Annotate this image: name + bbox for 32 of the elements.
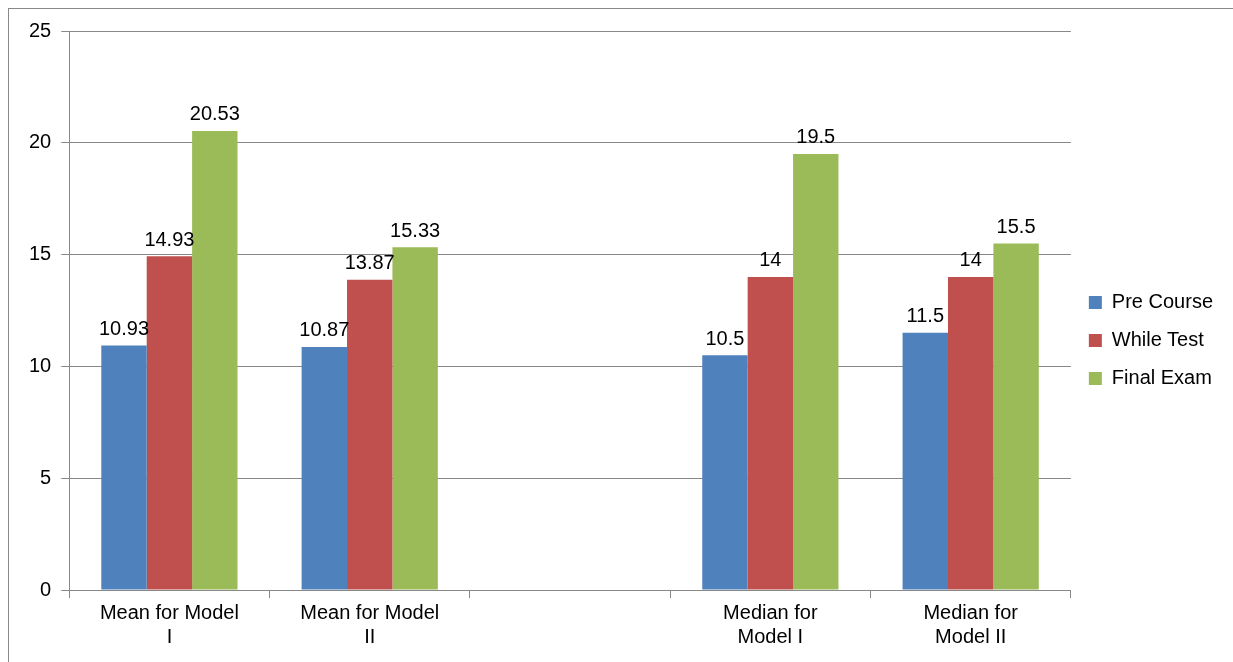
bar: [947, 276, 994, 590]
bar: [347, 279, 393, 590]
legend-label: While Test: [1111, 328, 1205, 351]
data-label: 20.53: [189, 102, 240, 125]
data-label: 19.5: [796, 125, 836, 148]
data-label: 15.33: [390, 218, 441, 241]
bar: [392, 247, 438, 590]
y-tick-label: 5: [40, 465, 52, 488]
data-label: 15.5: [996, 214, 1036, 237]
x-tick-label: Mean for Model I: [99, 600, 239, 647]
bar: [747, 276, 794, 590]
x-tick-label: Median for Model II: [923, 600, 1019, 647]
data-label: 14: [959, 248, 982, 271]
legend-label: Pre Course: [1111, 290, 1213, 313]
bar: [993, 243, 1039, 590]
bar: [192, 130, 238, 590]
data-label: 11.5: [906, 304, 945, 327]
bar: [702, 355, 748, 590]
data-label: 10.5: [705, 326, 745, 349]
bar: [301, 346, 348, 590]
legend-label: Final Exam: [1111, 366, 1212, 389]
x-tick-label: Mean for Model II: [300, 600, 440, 647]
y-tick-label: 20: [29, 130, 52, 153]
bar: [793, 153, 839, 590]
x-tick-label: Median for Model I: [723, 600, 818, 647]
y-tick-label: 25: [29, 18, 52, 41]
bar: [101, 345, 147, 590]
bar: [902, 332, 948, 590]
data-label: 14: [759, 248, 782, 271]
y-tick-label: 0: [40, 577, 52, 600]
y-tick-label: 10: [29, 353, 52, 376]
y-tick-label: 15: [29, 242, 52, 265]
